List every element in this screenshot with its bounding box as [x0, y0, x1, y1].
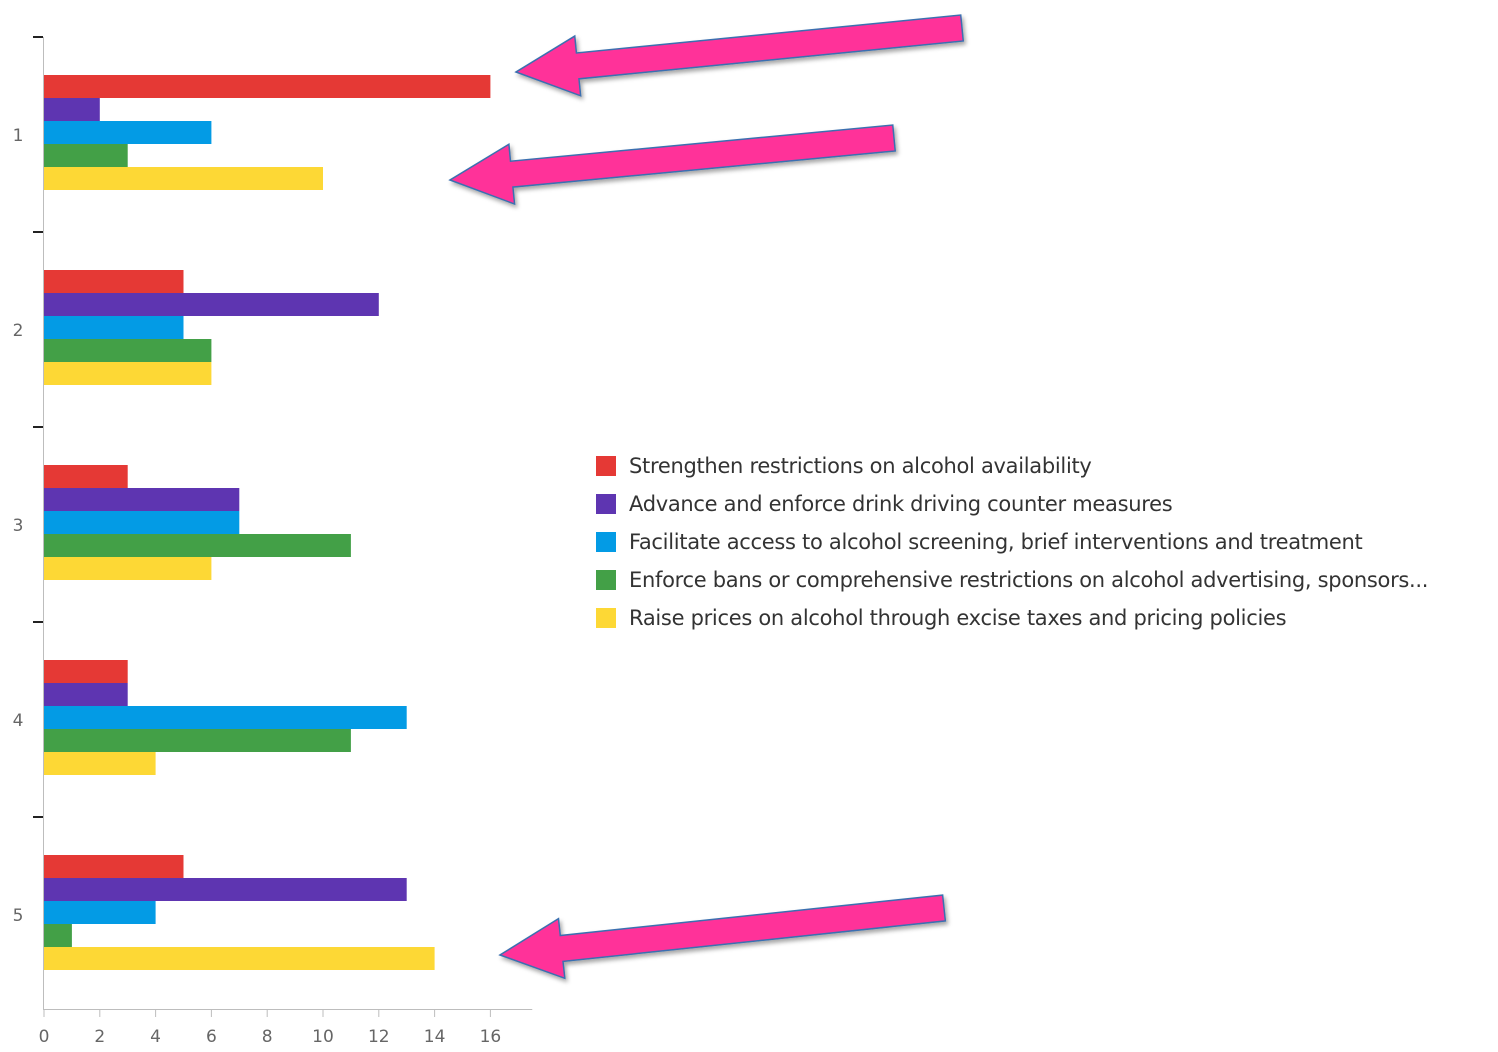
bar — [44, 557, 212, 580]
x-tick-label: 8 — [262, 1027, 273, 1047]
annotation-arrow — [498, 894, 947, 980]
bar — [44, 270, 184, 293]
annotation-arrow — [514, 14, 965, 97]
legend-item[interactable]: Enforce bans or comprehensive restrictio… — [596, 561, 1428, 599]
legend-label: Strengthen restrictions on alcohol avail… — [629, 454, 1092, 478]
legend-label: Enforce bans or comprehensive restrictio… — [629, 568, 1429, 592]
legend-swatch — [596, 494, 616, 514]
bar — [44, 534, 351, 557]
y-tick-label: 5 — [13, 906, 24, 926]
bar — [44, 293, 379, 316]
legend-label: Facilitate access to alcohol screening, … — [629, 530, 1363, 554]
legend-swatch — [596, 570, 616, 590]
bar — [44, 362, 212, 385]
bar — [44, 878, 407, 901]
legend: Strengthen restrictions on alcohol avail… — [596, 447, 1428, 637]
legend-swatch — [596, 608, 616, 628]
bar — [44, 121, 212, 144]
legend-swatch — [596, 532, 616, 552]
annotation-arrow — [448, 124, 897, 206]
x-tick-label: 0 — [39, 1027, 50, 1047]
bar — [44, 947, 435, 970]
y-tick-label: 3 — [13, 516, 24, 536]
bar — [44, 683, 128, 706]
bar — [44, 98, 100, 121]
x-tick-label: 6 — [206, 1027, 217, 1047]
bar — [44, 465, 128, 488]
bar — [44, 901, 156, 924]
legend-label: Advance and enforce drink driving counte… — [629, 492, 1173, 516]
x-tick-label: 2 — [94, 1027, 105, 1047]
bar — [44, 511, 240, 534]
bar — [44, 316, 184, 339]
bar — [44, 488, 240, 511]
legend-item[interactable]: Strengthen restrictions on alcohol avail… — [596, 447, 1428, 485]
bar — [44, 167, 323, 190]
bar — [44, 752, 156, 775]
legend-label: Raise prices on alcohol through excise t… — [629, 606, 1287, 630]
bar — [44, 75, 491, 98]
x-tick-label: 16 — [480, 1027, 502, 1047]
x-tick-label: 12 — [368, 1027, 390, 1047]
bar — [44, 855, 184, 878]
x-tick-label: 10 — [312, 1027, 334, 1047]
bar — [44, 144, 128, 167]
x-tick-label: 4 — [150, 1027, 161, 1047]
y-tick-label: 1 — [13, 126, 24, 146]
y-tick-label: 2 — [13, 321, 24, 341]
bar — [44, 706, 407, 729]
bar — [44, 660, 128, 683]
legend-item[interactable]: Advance and enforce drink driving counte… — [596, 485, 1428, 523]
bar — [44, 339, 212, 362]
bar — [44, 924, 72, 947]
legend-item[interactable]: Raise prices on alcohol through excise t… — [596, 599, 1428, 637]
legend-item[interactable]: Facilitate access to alcohol screening, … — [596, 523, 1428, 561]
legend-swatch — [596, 456, 616, 476]
y-tick-label: 4 — [13, 711, 24, 731]
bar — [44, 729, 351, 752]
x-tick-label: 14 — [424, 1027, 446, 1047]
